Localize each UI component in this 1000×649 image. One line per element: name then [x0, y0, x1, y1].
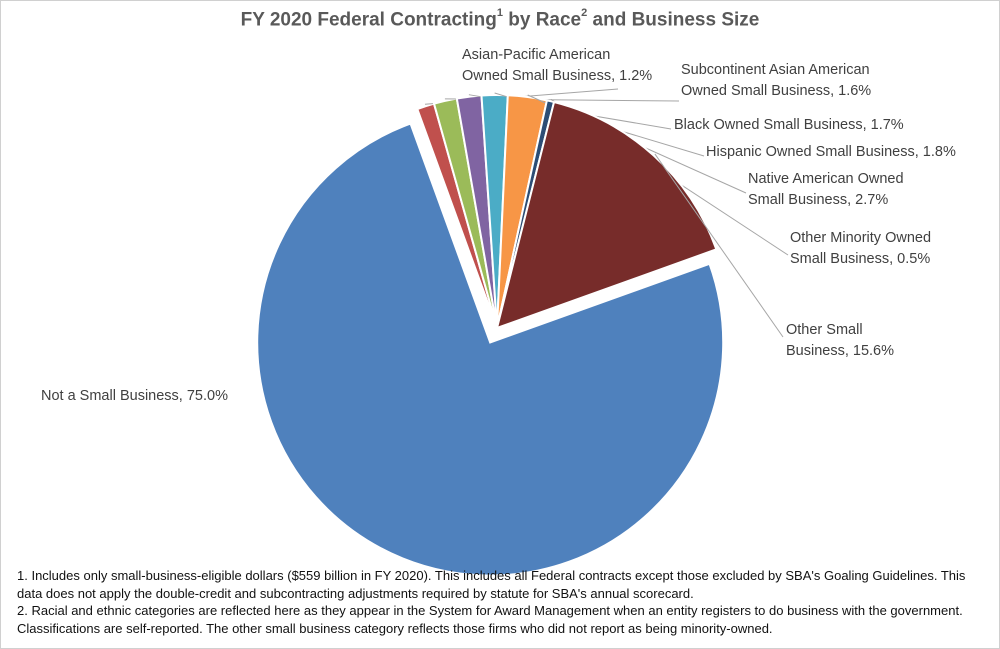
data-label-3: Black Owned Small Business, 1.7%: [674, 117, 904, 133]
data-label-2: Subcontinent Asian American Owned Small B…: [681, 62, 872, 99]
data-label-4: Hispanic Owned Small Business, 1.8%: [706, 144, 956, 160]
data-label-6: Other Minority Owned Small Business, 0.5%: [790, 230, 932, 267]
footnotes: 1. Includes only small-business-eligible…: [17, 567, 987, 637]
leader-line-7: [654, 153, 784, 338]
footnote-2: 2. Racial and ethnic categories are refl…: [17, 603, 963, 636]
data-label-7: Other Small Business, 15.6%: [786, 322, 895, 359]
data-label-5: Native American Owned Small Business, 2.7…: [748, 171, 904, 208]
footnote-1: 1. Includes only small-business-eligible…: [17, 568, 966, 601]
data-label-0: Not a Small Business, 75.0%: [41, 388, 228, 404]
data-label-1: Asian-Pacific American Owned Small Busine…: [462, 47, 653, 84]
chart-title: FY 2020 Federal Contracting1 by Race2 an…: [240, 7, 760, 31]
pie-slice-0: [256, 122, 725, 577]
